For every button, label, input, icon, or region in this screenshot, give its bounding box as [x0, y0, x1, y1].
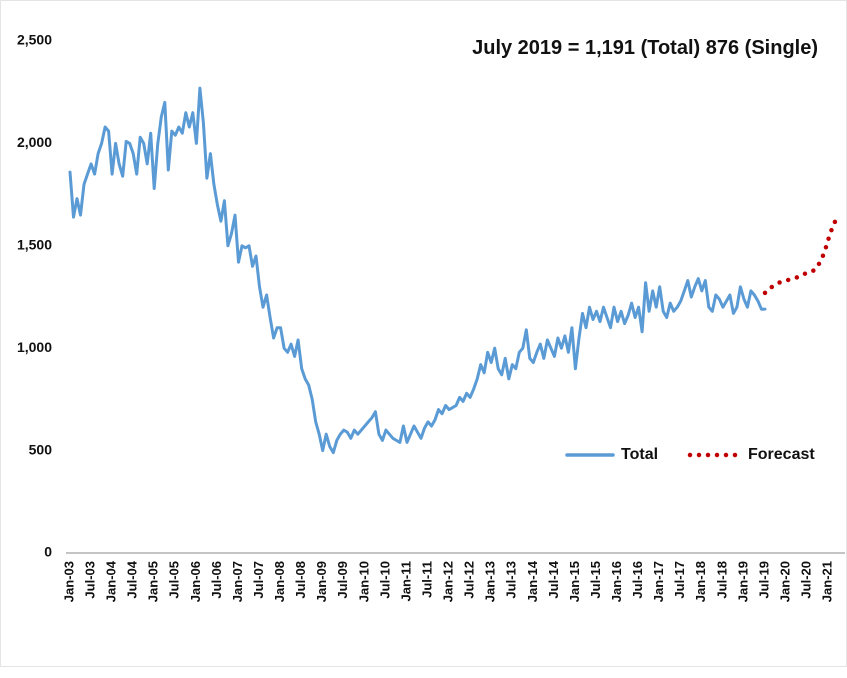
- x-tick-label: Jan-05: [146, 561, 161, 602]
- y-tick-label: 1,500: [17, 237, 52, 253]
- x-tick-label: Jan-19: [735, 561, 750, 602]
- x-tick-label: Jan-07: [230, 561, 245, 602]
- x-tick-label: Jul-03: [82, 561, 97, 599]
- y-tick-label: 2,500: [17, 32, 52, 48]
- x-tick-label: Jul-15: [588, 561, 603, 599]
- x-tick-label: Jan-18: [693, 561, 708, 602]
- y-tick-label: 2,000: [17, 134, 52, 150]
- x-tick-label: Jan-10: [356, 561, 371, 602]
- legend-label: Forecast: [748, 446, 815, 463]
- x-tick-label: Jul-12: [462, 561, 477, 599]
- x-tick-label: Jul-10: [377, 561, 392, 599]
- x-tick-label: Jul-19: [756, 561, 771, 599]
- x-tick-label: Jul-20: [799, 561, 814, 599]
- x-tick-label: Jan-14: [525, 560, 540, 602]
- x-tick-label: Jul-18: [714, 561, 729, 599]
- x-tick-label: Jul-05: [167, 561, 182, 599]
- x-tick-label: Jul-09: [335, 561, 350, 599]
- x-tick-label: Jul-14: [546, 560, 561, 598]
- y-tick-label: 0: [44, 544, 52, 560]
- x-tick-label: Jan-13: [483, 561, 498, 602]
- x-tick-label: Jan-06: [188, 561, 203, 602]
- x-tick-label: Jul-16: [630, 561, 645, 599]
- x-tick-label: Jul-08: [293, 561, 308, 599]
- x-tick-label: Jul-13: [504, 561, 519, 599]
- x-tick-label: Jan-08: [272, 561, 287, 602]
- x-tick-label: Jan-21: [820, 561, 835, 602]
- series-line: [68, 86, 767, 455]
- x-tick-label: Jul-07: [251, 561, 266, 599]
- x-tick-label: Jan-16: [609, 561, 624, 602]
- x-tick-label: Jul-11: [419, 561, 434, 598]
- x-tick-label: Jan-04: [104, 560, 119, 602]
- series-line: [762, 212, 841, 296]
- legend-label: Total: [621, 446, 658, 463]
- x-tick-label: Jan-03: [61, 561, 76, 602]
- x-tick-label: Jul-17: [672, 561, 687, 599]
- x-tick-label: Jul-06: [209, 561, 224, 599]
- x-tick-label: Jan-15: [567, 561, 582, 602]
- x-tick-label: Jan-20: [777, 561, 792, 602]
- y-tick-label: 500: [29, 441, 53, 457]
- y-tick-label: 1,000: [17, 339, 52, 355]
- x-tick-label: Jul-04: [125, 560, 140, 598]
- annotation: July 2019 = 1,191 (Total) 876 (Single): [472, 37, 818, 59]
- x-tick-label: Jan-09: [314, 561, 329, 602]
- x-tick-label: Jan-12: [441, 561, 456, 602]
- x-tick-label: Jan-17: [651, 561, 666, 602]
- x-tick-label: Jan-11: [398, 561, 413, 601]
